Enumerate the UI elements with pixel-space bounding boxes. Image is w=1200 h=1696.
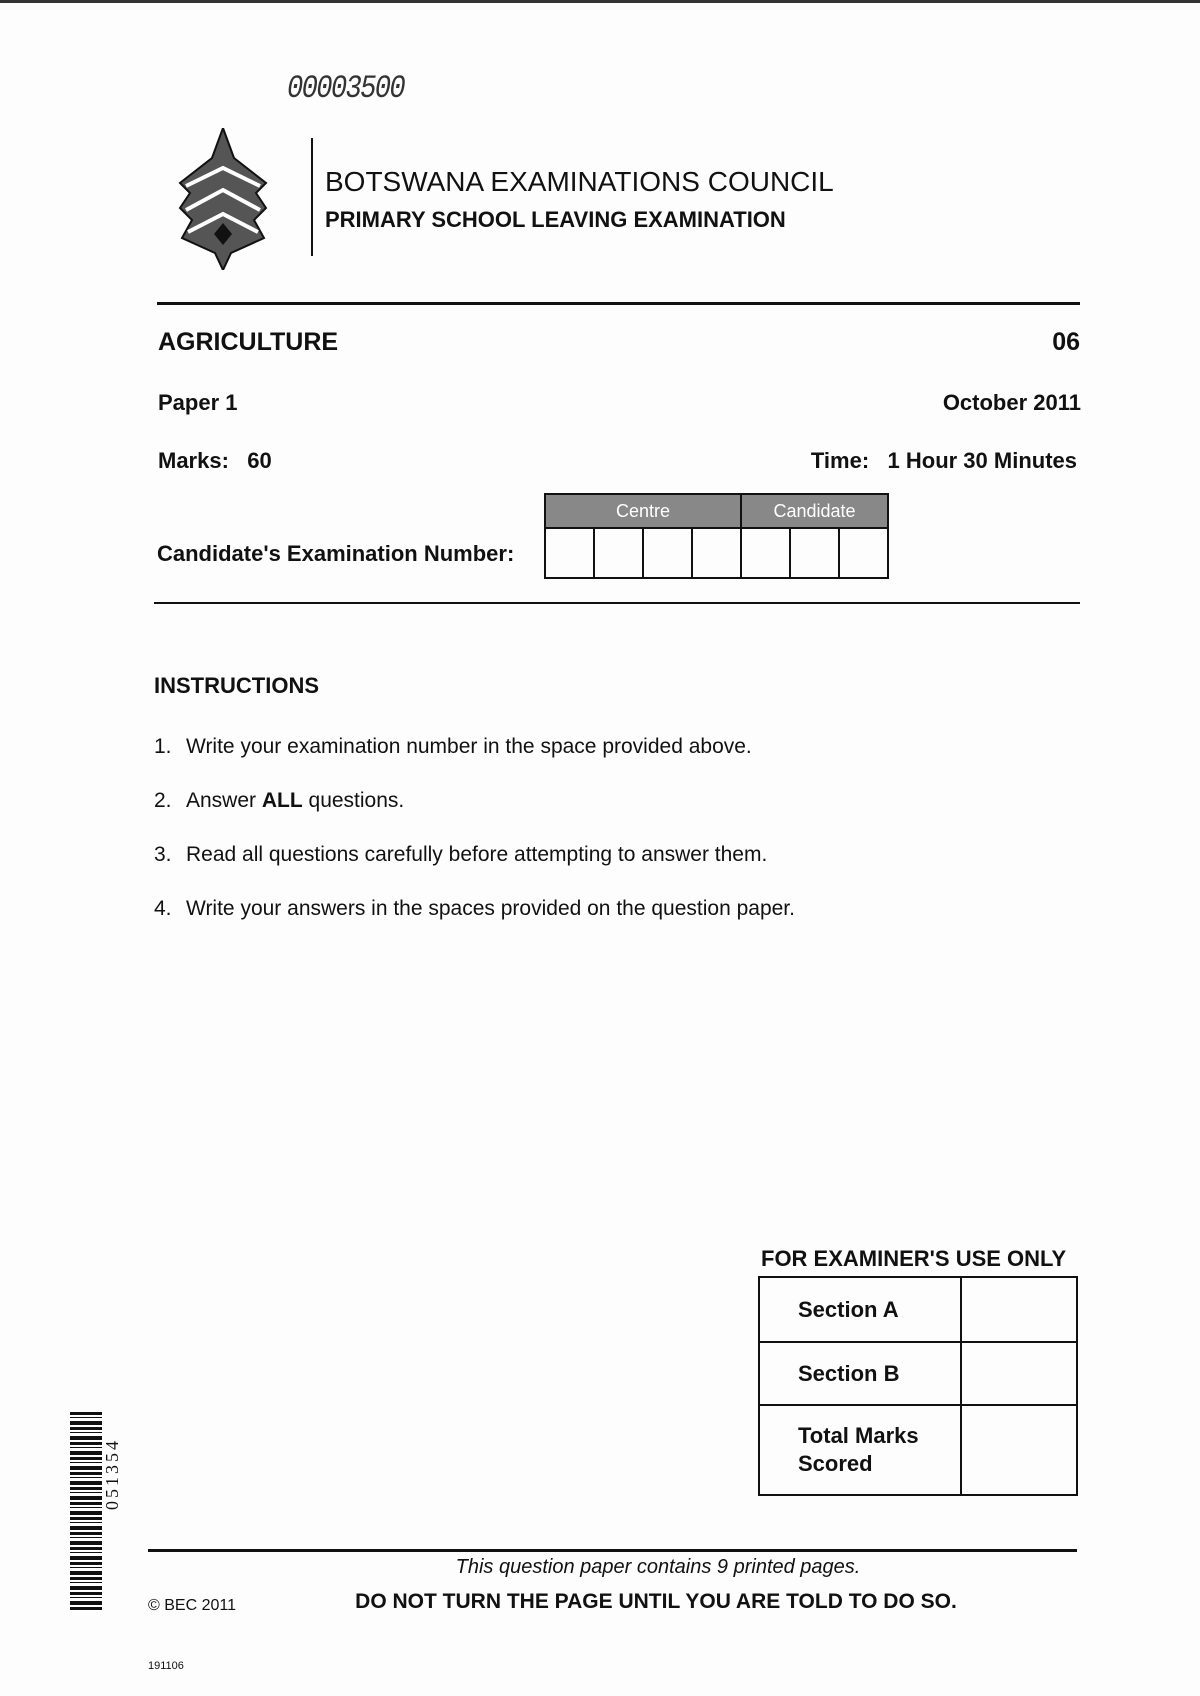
- candidate-digit-box[interactable]: [789, 527, 840, 579]
- instruction-item: 4. Write your answers in the spaces provi…: [154, 897, 795, 921]
- warning-text: DO NOT TURN THE PAGE UNTIL YOU ARE TOLD …: [355, 1590, 957, 1613]
- instruction-number: 3.: [154, 843, 172, 866]
- mid-rule: [154, 602, 1080, 604]
- paper-number: Paper 1: [158, 390, 238, 415]
- instruction-item: 3. Read all questions carefully before at…: [154, 843, 767, 867]
- candidate-header: Candidate: [740, 493, 889, 529]
- centre-digit-box[interactable]: [593, 527, 644, 579]
- candidate-digit-box[interactable]: [838, 527, 889, 579]
- candidate-digit-box[interactable]: [740, 527, 791, 579]
- centre-digit-box[interactable]: [544, 527, 595, 579]
- instruction-item: 1. Write your examination number in the s…: [154, 735, 752, 759]
- barcode-number: 051354: [102, 1438, 122, 1510]
- marks: Marks: 60: [158, 448, 272, 474]
- barcode: [70, 1412, 102, 1612]
- total-marks-score[interactable]: [960, 1404, 1078, 1496]
- section-b-score[interactable]: [960, 1341, 1078, 1406]
- serial-number: 00003500: [287, 70, 406, 107]
- section-b-label: Section B: [758, 1341, 962, 1406]
- exam-date: October 2011: [942, 390, 1081, 415]
- bottom-rule: [148, 1549, 1077, 1552]
- subject-title: AGRICULTURE: [158, 328, 339, 356]
- instruction-emphasis: ALL: [261, 789, 303, 812]
- instruction-text: Answer: [186, 789, 262, 812]
- instruction-text: Write your answers in the spaces provide…: [186, 897, 795, 920]
- time-value: 1 Hour 30 Minutes: [887, 448, 1077, 473]
- subject-code: 06: [1052, 328, 1080, 356]
- section-a-score[interactable]: [960, 1276, 1078, 1343]
- candidate-number-grid: Centre Candidate: [544, 493, 889, 579]
- copyright: © BEC 2011: [148, 1597, 236, 1614]
- bec-logo-icon: [178, 128, 268, 270]
- instruction-item: 2. Answer ALL questions.: [154, 789, 404, 813]
- candidate-number-label: Candidate's Examination Number:: [157, 541, 515, 566]
- instruction-number: 1.: [154, 735, 172, 758]
- section-a-label: Section A: [758, 1276, 962, 1343]
- time-label: Time:: [810, 448, 870, 473]
- centre-digit-box[interactable]: [642, 527, 693, 579]
- instruction-text: Read all questions carefully before atte…: [186, 843, 768, 866]
- centre-digit-box[interactable]: [691, 527, 742, 579]
- top-edge-line: [0, 0, 1200, 3]
- marks-value: 60: [247, 448, 272, 473]
- examiner-marks-table: Section A Section B Total Marks Scored: [758, 1276, 1078, 1496]
- top-rule: [157, 302, 1080, 305]
- pages-note: This question paper contains 9 printed p…: [455, 1556, 861, 1578]
- total-marks-label: Total Marks Scored: [758, 1404, 962, 1496]
- centre-header: Centre: [544, 493, 742, 529]
- instruction-number: 2.: [154, 789, 172, 812]
- instruction-text: Write your examination number in the spa…: [186, 735, 752, 758]
- header-divider: [311, 138, 313, 256]
- instructions-title: INSTRUCTIONS: [154, 673, 319, 698]
- marks-label: Marks:: [158, 448, 229, 473]
- paper-code: 191106: [148, 1660, 184, 1672]
- organisation-name: BOTSWANA EXAMINATIONS COUNCIL: [325, 166, 834, 197]
- examination-name: PRIMARY SCHOOL LEAVING EXAMINATION: [325, 207, 786, 232]
- examiner-use-title: FOR EXAMINER'S USE ONLY: [761, 1246, 1067, 1271]
- time: Time: 1 Hour 30 Minutes: [811, 448, 1077, 474]
- instruction-number: 4.: [154, 897, 172, 920]
- instruction-text: questions.: [302, 789, 405, 812]
